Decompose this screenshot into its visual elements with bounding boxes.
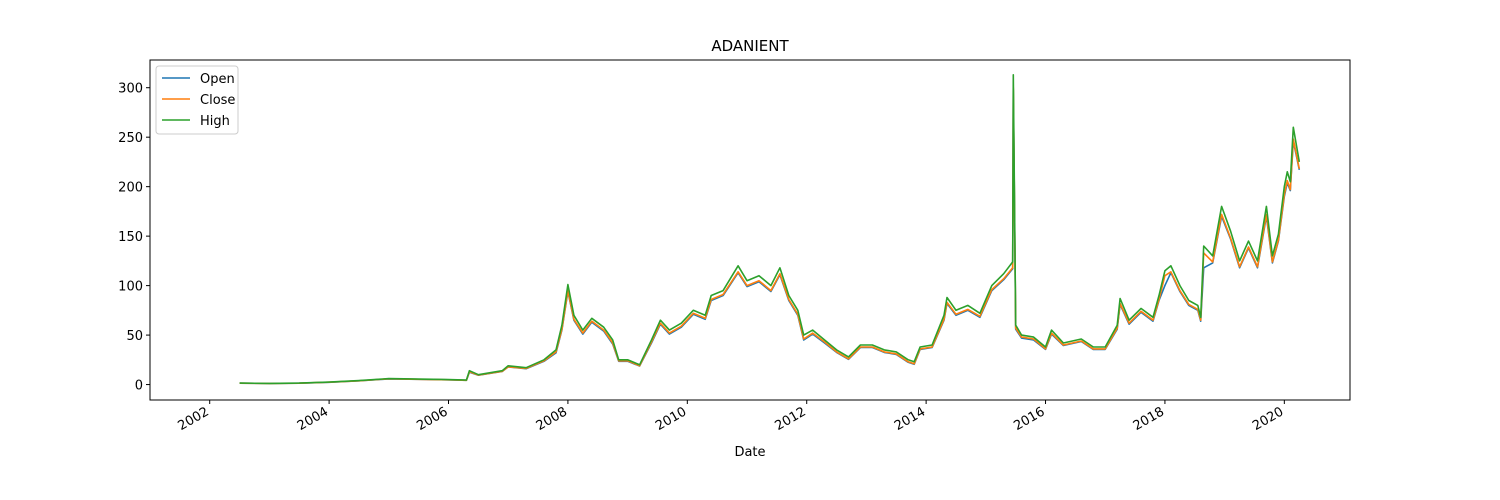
plot-frame (149, 59, 1351, 401)
y-tick-label: 300 (118, 82, 143, 97)
legend-label: Open (200, 72, 235, 87)
x-axis-label: Date (734, 445, 765, 460)
y-tick-label: 250 (118, 131, 143, 146)
legend-label: High (200, 114, 230, 129)
y-tick-label: 50 (126, 329, 143, 344)
chart-title: ADANIENT (711, 37, 789, 55)
y-tick-label: 150 (118, 230, 143, 245)
y-tick-label: 100 (118, 280, 143, 295)
series-line (239, 74, 1301, 385)
legend-label: Close (200, 93, 235, 108)
y-tick-label: 200 (118, 181, 143, 196)
y-tick-label: 0 (135, 379, 143, 394)
legend-box (155, 65, 239, 135)
